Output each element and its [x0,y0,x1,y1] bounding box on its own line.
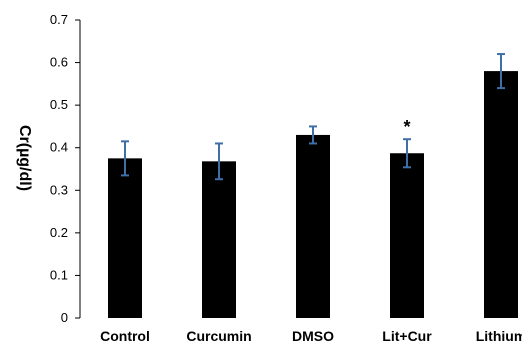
y-tick-label: 0.5 [50,97,68,112]
annotations: * [403,117,410,137]
x-tick-label: DMSO [292,328,334,344]
bar-lit-cur [390,153,424,318]
x-tick-label: Control [100,328,150,344]
x-tick-label: Lit+Cur [382,328,432,344]
significance-mark: * [403,117,410,137]
x-tick-label: Curcumin [186,328,251,344]
y-axis: 0 0.1 0.2 0.3 0.4 0.5 0.6 0.7 [50,12,81,325]
x-axis-labels: Control Curcumin DMSO Lit+Cur Lithium [100,328,522,344]
y-tick-label: 0 [61,310,68,325]
y-tick-label: 0.1 [50,267,68,282]
bar-dmso [296,134,330,318]
y-tick-label: 0.7 [50,12,68,27]
error-bars [121,53,505,181]
y-tick-label: 0.6 [50,55,68,70]
y-axis-title: Cr(µg/dl) [16,125,33,191]
y-tick-label: 0.2 [50,225,68,240]
y-tick-label: 0.3 [50,182,68,197]
bar-control [108,158,142,318]
bar-lithium [484,71,518,318]
y-tick-label: 0.4 [50,140,68,155]
x-tick-label: Lithium [476,328,522,344]
bar-curcumin [202,161,236,318]
bars [108,71,518,318]
